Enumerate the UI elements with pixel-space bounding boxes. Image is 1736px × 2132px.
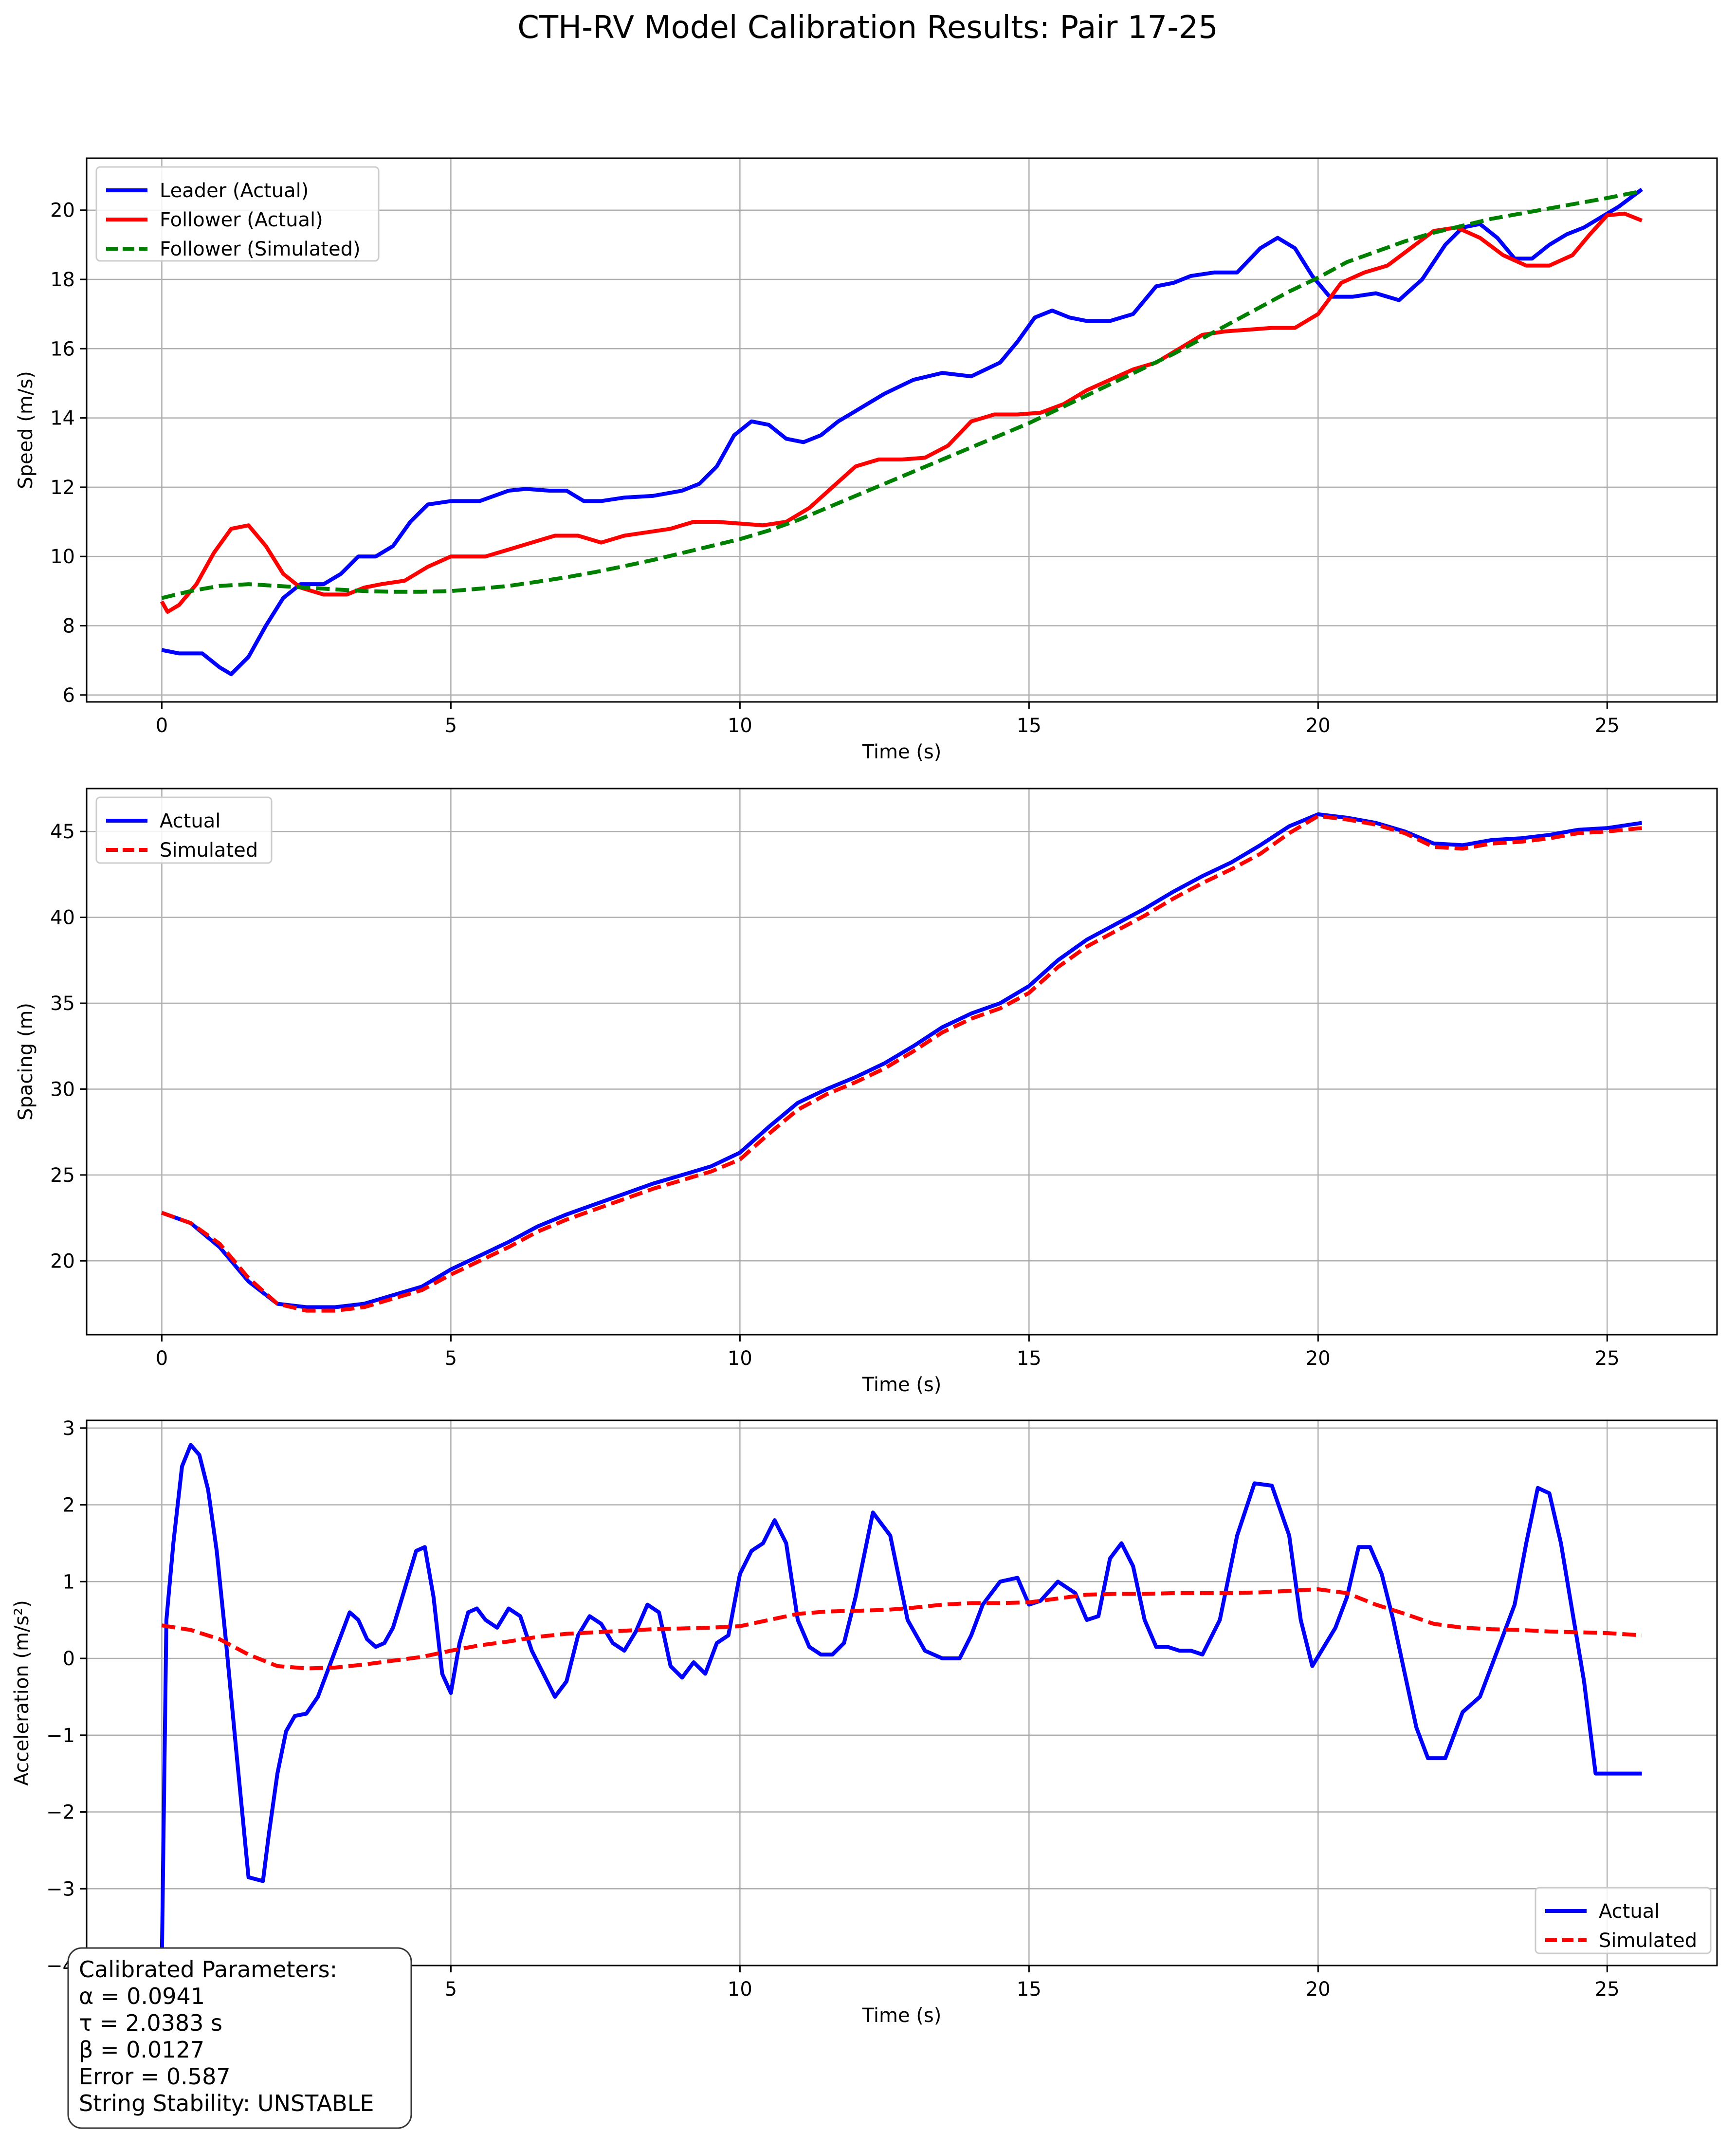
y-tick-label-6: 18	[50, 269, 75, 291]
legend-label-1: Simulated	[1599, 1930, 1697, 1952]
speed-panel: 0 5 10 15 20 25 6 8 10 12 14 16 18 20 Time (s) Speed (m…	[15, 157, 1718, 763]
series-line-1	[161, 1587, 1642, 1671]
y-tick-label-3: −1	[46, 1725, 75, 1747]
y-tick-label-2: −2	[46, 1801, 75, 1824]
x-tick-label-4: 20	[1306, 1978, 1331, 2001]
x-tick-label-2: 10	[728, 1978, 752, 2001]
series-line-0	[160, 1443, 1642, 1966]
y-tick-label-2: 30	[50, 1078, 75, 1101]
x-tick-label-1: 5	[445, 715, 457, 737]
x-tick-label-5: 25	[1595, 1978, 1620, 2001]
legend-label-0: Actual	[1599, 1900, 1660, 1923]
legend-label-1: Follower (Actual)	[160, 209, 323, 231]
legend-label-2: Follower (Simulated)	[160, 238, 361, 260]
x-tick-label-1: 5	[445, 1978, 457, 2001]
x-tick-label-0: 0	[156, 715, 168, 737]
y-tick-label-1: −3	[46, 1878, 75, 1900]
param-line-1: α = 0.0941	[79, 1983, 205, 2009]
x-axis-label: Time (s)	[862, 2004, 942, 2027]
param-line-3: β = 0.0127	[79, 2037, 204, 2063]
x-tick-label-5: 25	[1595, 1347, 1620, 1370]
legend-label-1: Simulated	[160, 839, 258, 862]
x-tick-label-3: 15	[1017, 1347, 1042, 1370]
legend-frame	[95, 796, 273, 864]
x-tick-label-1: 5	[445, 1347, 457, 1370]
y-tick-label-5: 1	[63, 1571, 75, 1593]
y-tick-label-3: 12	[50, 477, 75, 499]
figure-title: CTH-RV Model Calibration Results: Pair 1…	[517, 10, 1218, 46]
param-box-frame	[67, 1947, 412, 2129]
legend: Actual Simulated	[95, 796, 273, 864]
y-tick-label-0: 20	[50, 1250, 75, 1272]
x-tick-label-2: 10	[728, 1347, 752, 1370]
param-line-4: Error = 0.587	[79, 2063, 231, 2090]
axes-frame	[86, 1419, 1718, 1967]
param-line-2: τ = 2.0383 s	[79, 2010, 222, 2036]
y-axis-label: Speed (m/s)	[15, 371, 37, 489]
y-tick-label-6: 2	[63, 1494, 75, 1517]
y-tick-label-5: 45	[50, 821, 75, 843]
y-tick-label-1: 8	[63, 615, 75, 637]
y-tick-label-4: 0	[63, 1648, 75, 1670]
y-tick-label-2: 10	[50, 546, 75, 568]
legend-label-0: Actual	[160, 810, 220, 832]
y-tick-label-1: 25	[50, 1164, 75, 1187]
x-tick-label-4: 20	[1306, 1347, 1331, 1370]
legend-label-0: Leader (Actual)	[160, 180, 309, 202]
param-line-0: Calibrated Parameters:	[79, 1956, 337, 1983]
legend: Leader (Actual) Follower (Actual) Follower…	[95, 166, 380, 262]
spacing-panel: 0 5 10 15 20 25 20 25 30 35 40 45 Time (s) Spacing (m…	[15, 788, 1718, 1396]
param-line-5: String Stability: UNSTABLE	[79, 2090, 374, 2116]
axes-frame	[86, 157, 1718, 703]
x-axis-label: Time (s)	[862, 1374, 942, 1396]
x-tick-label-3: 15	[1017, 715, 1042, 737]
x-tick-label-0: 0	[156, 1347, 168, 1370]
y-tick-label-7: 3	[63, 1417, 75, 1440]
legend-frame	[1535, 1887, 1712, 1954]
y-tick-label-4: 40	[50, 907, 75, 929]
legend: Actual Simulated	[1535, 1887, 1712, 1954]
x-tick-label-5: 25	[1595, 715, 1620, 737]
y-axis-label: Acceleration (m/s²)	[11, 1600, 33, 1786]
y-tick-label-3: 35	[50, 992, 75, 1015]
y-tick-label-0: 6	[63, 684, 75, 707]
y-axis-label: Spacing (m)	[15, 1003, 37, 1121]
x-axis-label: Time (s)	[862, 741, 942, 763]
x-tick-label-2: 10	[728, 715, 752, 737]
y-tick-label-4: 14	[50, 407, 75, 430]
y-tick-label-7: 20	[50, 200, 75, 222]
x-tick-label-3: 15	[1017, 1978, 1042, 2001]
series-line-1	[161, 814, 1642, 1313]
axes-frame	[86, 788, 1718, 1336]
legend-frame	[95, 166, 380, 262]
calibrated-parameters-box: Calibrated Parameters: α = 0.0941 τ = 2.…	[67, 1947, 412, 2129]
series-line-0	[161, 187, 1643, 677]
x-tick-label-4: 20	[1306, 715, 1331, 737]
y-tick-label-5: 16	[50, 338, 75, 360]
